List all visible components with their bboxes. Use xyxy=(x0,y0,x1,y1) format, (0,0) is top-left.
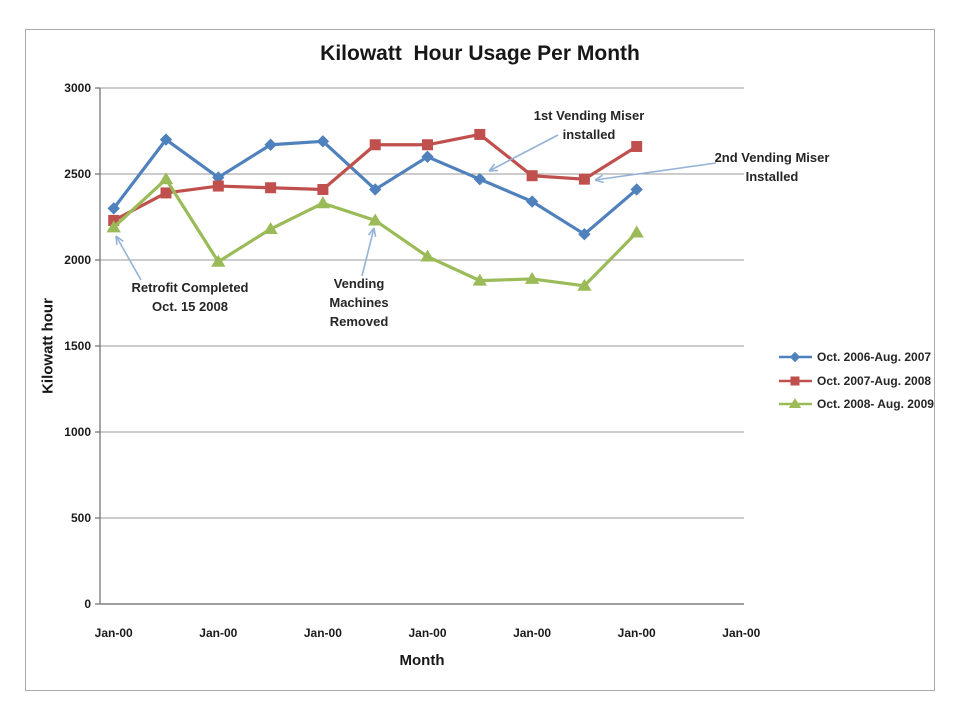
diamond-marker-icon xyxy=(789,351,801,363)
annotation-arrowhead-icon xyxy=(115,235,124,242)
x-tick-label: Jan-00 xyxy=(304,626,342,640)
triangle-marker-icon xyxy=(158,172,174,185)
x-axis-ticks: Jan-00 Jan-00 Jan-00 Jan-00 Jan-00 Jan-00 Jan-… xyxy=(95,626,761,640)
diamond-marker-icon xyxy=(630,183,643,196)
annotation-arrowhead-icon xyxy=(373,227,377,238)
diamond-marker-icon xyxy=(578,227,591,241)
square-marker-icon xyxy=(578,173,590,185)
y-tick-label: 2500 xyxy=(64,167,91,181)
annotation-line: Removed xyxy=(329,314,389,329)
legend-item-1: Oct. 2006-Aug. 2007 xyxy=(778,349,931,365)
annotation-arrow-line xyxy=(361,227,375,277)
annotation-arrowhead-icon xyxy=(488,163,496,172)
y-tick-label: 2000 xyxy=(64,253,91,267)
annotation-line: Oct. 15 2008 xyxy=(152,299,228,314)
legend-square-icon xyxy=(779,376,812,385)
chart-title: Kilowatt Hour Usage Per Month xyxy=(320,42,640,65)
triangle-marker-icon xyxy=(420,249,435,262)
square-marker-icon xyxy=(790,376,800,385)
x-tick-label: Jan-00 xyxy=(199,626,237,640)
series-3 xyxy=(106,172,644,291)
diamond-marker-icon xyxy=(525,195,539,208)
annotation-line: Installed xyxy=(745,169,799,184)
legend-item-2: Oct. 2007-Aug. 2008 xyxy=(778,373,931,389)
annotation-arrow-line xyxy=(594,162,717,181)
x-tick-label: Jan-00 xyxy=(95,626,133,640)
y-tick-label: 1500 xyxy=(64,339,91,353)
annotation-line: Retrofit Completed xyxy=(131,280,249,295)
square-marker-icon xyxy=(317,183,329,195)
triangle-marker-icon xyxy=(472,273,487,286)
annotation-arrowhead-icon xyxy=(594,179,604,184)
series-1 xyxy=(107,133,643,241)
diamond-marker-icon xyxy=(107,202,120,215)
y-tick-label: 3000 xyxy=(64,81,91,95)
legend-diamond-icon xyxy=(779,351,812,363)
legend-triangle-icon xyxy=(779,398,812,408)
annotation-arrowhead-icon xyxy=(488,169,499,172)
legend: Oct. 2006-Aug. 2007 Oct. 2007-Aug. 2008 Oc… xyxy=(778,0,938,720)
square-marker-icon xyxy=(631,140,643,152)
square-marker-icon xyxy=(474,128,486,140)
annotation-line: 2nd Vending Miser xyxy=(714,150,830,165)
diamond-marker-icon xyxy=(368,183,382,196)
y-axis-title: Kilowatt hour xyxy=(39,298,57,394)
annotation-line: installed xyxy=(562,127,616,142)
triangle-marker-icon xyxy=(788,398,802,408)
y-axis-ticks: 3000 2500 2000 1500 1000 500 0 xyxy=(64,81,100,611)
annotation-line: Machines xyxy=(329,295,389,310)
diamond-marker-icon xyxy=(159,133,173,146)
triangle-marker-icon xyxy=(315,196,331,209)
diamond-marker-icon xyxy=(264,138,277,151)
square-marker-icon xyxy=(160,187,172,199)
triangle-marker-icon xyxy=(106,220,121,233)
square-marker-icon xyxy=(422,139,433,151)
annotation-arrows xyxy=(115,134,717,281)
annotation-second-vending-miser: 2nd Vending Miser Installed xyxy=(677,148,867,186)
legend-label: Oct. 2006-Aug. 2007 xyxy=(817,350,932,364)
y-tick-label: 1000 xyxy=(64,425,91,439)
annotation-arrowhead-icon xyxy=(367,227,375,236)
y-tick-label: 0 xyxy=(84,597,91,611)
x-tick-label: Jan-00 xyxy=(513,626,551,640)
diamond-marker-icon xyxy=(316,135,330,148)
square-marker-icon xyxy=(526,170,538,182)
square-marker-icon xyxy=(212,180,224,192)
triangle-marker-icon xyxy=(629,225,644,238)
annotation-retrofit-completed: Retrofit Completed Oct. 15 2008 xyxy=(100,278,280,316)
triangle-marker-icon xyxy=(368,213,383,226)
triangle-marker-icon xyxy=(577,278,592,291)
diamond-marker-icon xyxy=(473,172,487,186)
gridlines xyxy=(100,87,744,519)
x-tick-label: Jan-00 xyxy=(408,626,446,640)
annotation-line: 1st Vending Miser xyxy=(533,108,645,123)
y-tick-label: 500 xyxy=(71,511,91,525)
annotation-arrow-line xyxy=(115,235,142,281)
annotation-arrowhead-icon xyxy=(115,235,118,246)
square-marker-icon xyxy=(265,182,277,194)
legend-label: Oct. 2007-Aug. 2008 xyxy=(817,373,932,388)
annotation-line: Vending xyxy=(333,276,385,291)
triangle-marker-icon xyxy=(263,222,278,235)
annotation-vending-machines-removed: Vending Machines Removed xyxy=(294,274,424,331)
square-marker-icon xyxy=(369,139,381,151)
x-tick-label: Jan-00 xyxy=(722,626,760,640)
annotation-arrow-line xyxy=(488,134,559,172)
annotation-arrowhead-icon xyxy=(594,174,604,181)
triangle-marker-icon xyxy=(524,271,540,284)
diamond-marker-icon xyxy=(421,150,434,164)
legend-label: Oct. 2008- Aug. 2009 xyxy=(817,397,934,411)
x-axis-title: Month xyxy=(399,652,445,669)
x-tick-label: Jan-00 xyxy=(618,626,656,640)
triangle-marker-icon xyxy=(211,254,226,267)
annotation-first-vending-miser: 1st Vending Miser installed xyxy=(499,106,679,144)
legend-item-3: Oct. 2008- Aug. 2009 xyxy=(778,396,934,412)
